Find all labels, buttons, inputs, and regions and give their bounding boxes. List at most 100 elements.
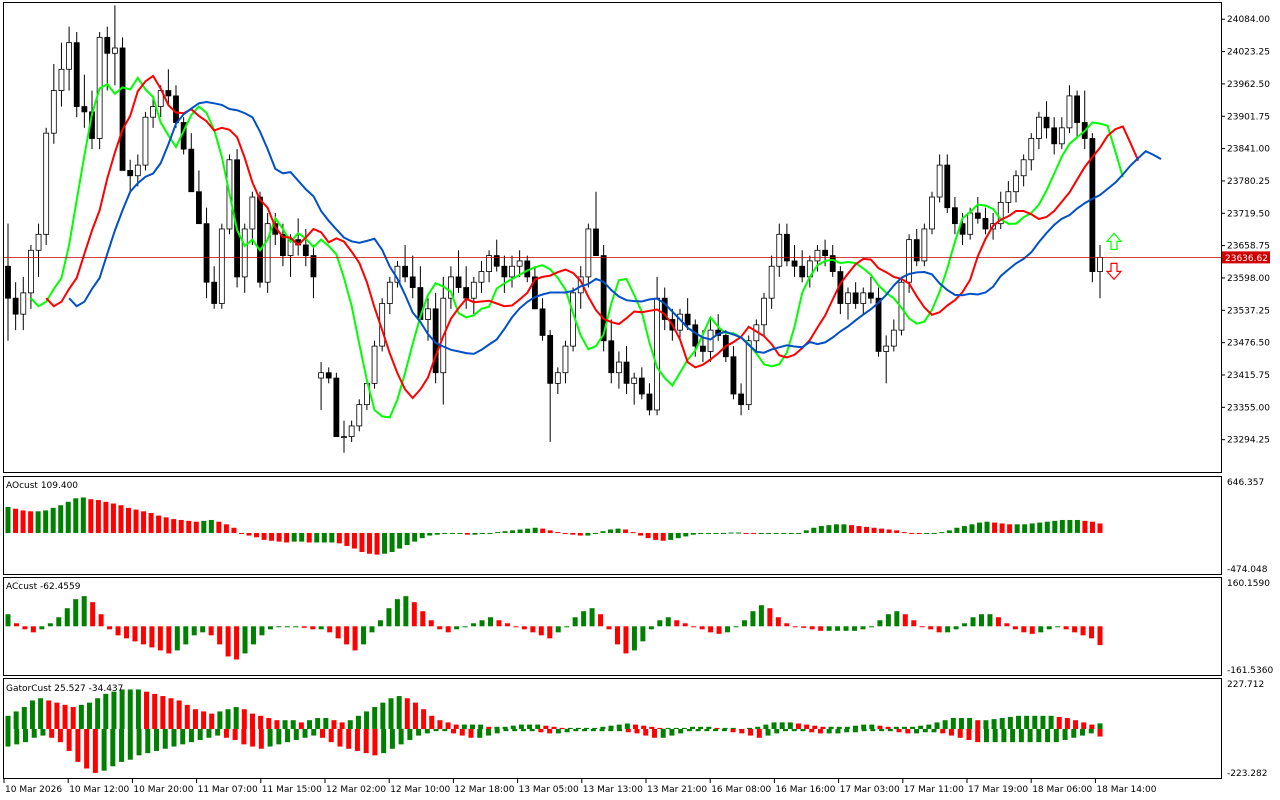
candle[interactable] (539, 298, 546, 341)
candle[interactable] (1005, 181, 1012, 214)
candle[interactable] (1043, 101, 1050, 139)
candle[interactable] (547, 330, 554, 442)
candle[interactable] (997, 191, 1004, 229)
candle[interactable] (371, 340, 378, 389)
candle[interactable] (845, 287, 851, 320)
candle[interactable] (356, 399, 363, 432)
candle[interactable] (478, 260, 485, 293)
candle[interactable] (58, 42, 65, 107)
candle[interactable] (333, 372, 340, 437)
ao-pane[interactable] (3, 476, 1222, 575)
candle[interactable] (860, 287, 867, 315)
candle[interactable] (43, 127, 50, 245)
candle[interactable] (784, 223, 790, 267)
candle[interactable] (66, 26, 72, 91)
candle[interactable] (745, 335, 752, 410)
candle[interactable] (119, 37, 126, 171)
candle[interactable] (188, 133, 195, 193)
candle[interactable] (196, 170, 202, 225)
candle[interactable] (409, 255, 416, 299)
candle[interactable] (1074, 90, 1080, 139)
candle[interactable] (142, 111, 149, 171)
candle[interactable] (35, 223, 42, 277)
candle[interactable] (134, 154, 141, 187)
candle[interactable] (104, 26, 111, 91)
candle[interactable] (776, 223, 783, 277)
candle[interactable] (623, 346, 630, 395)
candle[interactable] (264, 213, 271, 293)
candle[interactable] (1020, 154, 1027, 187)
candle[interactable] (1036, 111, 1042, 150)
candle[interactable] (913, 228, 920, 267)
candle[interactable] (768, 255, 775, 309)
candle[interactable] (448, 266, 454, 309)
candle[interactable] (562, 340, 569, 384)
candle[interactable] (516, 250, 523, 277)
candle[interactable] (12, 282, 19, 331)
candle[interactable] (1051, 117, 1058, 155)
candle[interactable] (921, 223, 928, 267)
candle[interactable] (318, 362, 324, 410)
candle[interactable] (638, 367, 645, 400)
candle[interactable] (150, 95, 156, 128)
candle[interactable] (1058, 117, 1065, 150)
candle[interactable] (165, 69, 172, 107)
candle[interactable] (554, 367, 561, 395)
candle[interactable] (616, 351, 622, 389)
candle[interactable] (81, 74, 88, 128)
candle[interactable] (852, 282, 859, 309)
candle[interactable] (493, 239, 500, 272)
candle[interactable] (608, 319, 615, 384)
candle[interactable] (890, 319, 897, 352)
candle[interactable] (50, 63, 57, 144)
candle[interactable] (509, 255, 515, 288)
candle[interactable] (249, 191, 256, 245)
main-pane[interactable] (3, 2, 1222, 473)
candle[interactable] (532, 266, 538, 310)
candle[interactable] (929, 191, 935, 235)
candle[interactable] (631, 372, 638, 405)
candle[interactable] (1013, 170, 1019, 203)
candle[interactable] (944, 154, 951, 214)
candle[interactable] (730, 346, 737, 400)
candle[interactable] (646, 383, 653, 416)
candle[interactable] (470, 276, 477, 315)
candle[interactable] (20, 276, 27, 331)
candle[interactable] (486, 250, 492, 283)
candle[interactable] (1028, 133, 1035, 171)
candle[interactable] (501, 255, 508, 293)
candle[interactable] (28, 244, 34, 309)
candle[interactable] (875, 287, 882, 357)
candle[interactable] (218, 223, 225, 309)
gator-pane[interactable] (3, 678, 1222, 779)
candle[interactable] (661, 287, 668, 331)
candle[interactable] (761, 292, 767, 336)
candle[interactable] (593, 191, 599, 256)
candle[interactable] (707, 319, 714, 363)
candle[interactable] (257, 191, 263, 288)
candle[interactable] (799, 250, 806, 283)
candle[interactable] (868, 276, 874, 304)
candle[interactable] (203, 207, 210, 299)
candle[interactable] (952, 197, 958, 235)
candle[interactable] (936, 154, 943, 203)
candle[interactable] (883, 335, 890, 384)
candle[interactable] (127, 159, 134, 192)
candle[interactable] (386, 276, 393, 315)
ac-pane[interactable] (3, 577, 1222, 676)
candle[interactable] (585, 223, 592, 288)
candle[interactable] (348, 420, 355, 442)
candle[interactable] (738, 383, 744, 416)
candle[interactable] (814, 244, 821, 272)
candle[interactable] (302, 228, 309, 267)
candle[interactable] (241, 223, 248, 293)
candle[interactable] (73, 32, 80, 118)
candle[interactable] (112, 5, 118, 86)
candle[interactable] (982, 207, 989, 235)
candle[interactable] (5, 223, 11, 341)
candle[interactable] (211, 266, 218, 309)
candle[interactable] (341, 420, 347, 453)
candle[interactable] (684, 298, 691, 331)
candle[interactable] (1066, 85, 1073, 134)
candle[interactable] (402, 244, 408, 283)
